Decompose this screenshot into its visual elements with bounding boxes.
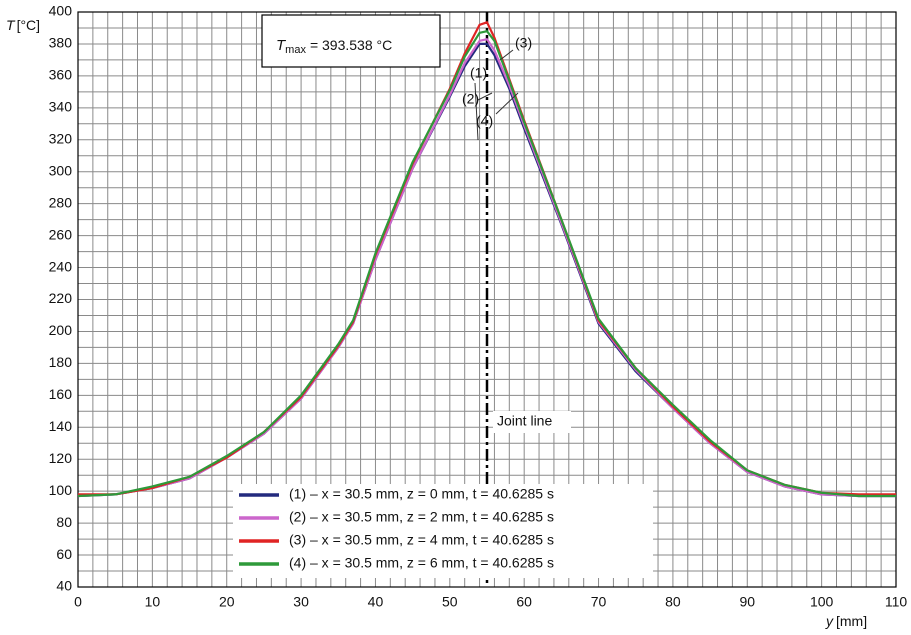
label-leader (499, 49, 514, 61)
y-tick-label: 340 (49, 99, 73, 115)
y-tick-label: 320 (49, 130, 73, 146)
y-tick-label: 280 (49, 194, 73, 210)
y-tick-label: 220 (49, 290, 73, 306)
y-axis-label: T [°C] (6, 17, 40, 33)
joint-label-bg (493, 411, 571, 433)
label-leader (474, 82, 479, 141)
y-tick-label: 240 (49, 258, 73, 274)
x-tick-label: 40 (368, 594, 384, 610)
y-tick-label: 300 (49, 162, 73, 178)
x-axis-unit: [mm] (836, 613, 867, 629)
annotation-subscript: max (285, 44, 306, 56)
label-leader (477, 92, 493, 101)
legend-label: (4) – x = 30.5 mm, z = 6 mm, t = 40.6285… (289, 555, 554, 571)
x-axis-symbol: y (825, 613, 834, 629)
y-tick-label: 40 (56, 578, 72, 594)
curve-label: (3) (515, 35, 532, 51)
y-tick-label: 180 (49, 354, 73, 370)
curve-label: (1) (470, 65, 487, 81)
x-tick-label: 50 (442, 594, 458, 610)
y-tick-label: 160 (49, 386, 73, 402)
y-tick-label: 100 (49, 482, 73, 498)
x-tick-label: 90 (739, 594, 755, 610)
legend-label: (2) – x = 30.5 mm, z = 2 mm, t = 40.6285… (289, 509, 554, 525)
x-tick-label: 80 (665, 594, 681, 610)
annotation: Tmax = 393.538 °C (276, 37, 392, 56)
x-tick-label: 0 (74, 594, 82, 610)
x-tick-label: 30 (293, 594, 309, 610)
annotation-box (261, 14, 441, 68)
y-tick-label: 400 (49, 3, 73, 19)
legend-label: (1) – x = 30.5 mm, z = 0 mm, t = 40.6285… (289, 486, 554, 502)
curve-label: (2) (462, 91, 479, 107)
y-axis-symbol: T (6, 17, 16, 33)
x-axis-label: y [mm] (825, 613, 867, 629)
joint-line-label: Joint line (497, 413, 552, 429)
y-tick-label: 120 (49, 450, 73, 466)
y-tick-label: 140 (49, 418, 73, 434)
x-tick-label: 100 (810, 594, 834, 610)
annotation-text: = 393.538 °C (310, 37, 392, 53)
y-tick-label: 380 (49, 35, 73, 51)
curve-label: (4) (476, 113, 493, 129)
y-tick-label: 80 (56, 514, 72, 530)
y-axis-unit: [°C] (17, 17, 41, 33)
x-tick-label: 110 (885, 594, 908, 610)
y-tick-label: 200 (49, 322, 73, 338)
legend-box (233, 484, 653, 578)
y-tick-label: 260 (49, 226, 73, 242)
y-tick-label: 360 (49, 67, 73, 83)
x-tick-label: 20 (219, 594, 235, 610)
series-line (77, 30, 896, 498)
legend-label: (3) – x = 30.5 mm, z = 4 mm, t = 40.6285… (289, 532, 554, 548)
x-tick-label: 60 (516, 594, 532, 610)
annotation-symbol: T (276, 37, 287, 54)
x-tick-label: 70 (591, 594, 607, 610)
y-tick-label: 60 (56, 546, 72, 562)
label-leader (495, 92, 519, 115)
x-tick-label: 10 (145, 594, 161, 610)
